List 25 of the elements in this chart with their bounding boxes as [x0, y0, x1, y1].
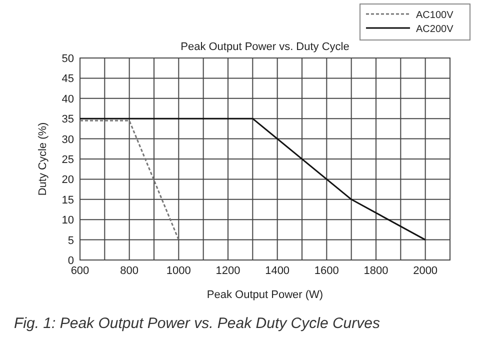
y-tick-label: 0	[68, 255, 74, 267]
chart-title: Peak Output Power vs. Duty Cycle	[180, 41, 350, 53]
y-tick-label: 50	[62, 53, 74, 65]
legend-label: AC100V	[416, 10, 454, 21]
caption: Fig. 1: Peak Output Power vs. Peak Duty Cycle Curves	[14, 315, 380, 332]
y-tick-label: 30	[62, 134, 74, 146]
legend-label: AC200V	[416, 24, 454, 35]
x-tick-label: 2000	[413, 265, 438, 277]
y-tick-label: 25	[62, 154, 74, 166]
y-tick-label: 5	[68, 234, 74, 247]
y-tick-label: 45	[62, 73, 74, 86]
y-tick-label: 40	[62, 93, 74, 106]
x-tick-label: 1800	[364, 265, 388, 277]
y-tick-label: 20	[62, 174, 74, 186]
x-tick-label: 1400	[265, 265, 290, 277]
y-tick-label: 35	[62, 114, 74, 126]
x-tick-label: 1600	[314, 265, 339, 277]
x-tick-label: 600	[70, 265, 90, 277]
x-tick-label: 800	[120, 265, 139, 277]
x-axis-title: Peak Output Power (W)	[206, 289, 324, 301]
y-tick-label: 10	[62, 214, 74, 227]
x-tick-label: 1000	[166, 265, 191, 277]
y-axis-title: Duty Cycle (%)	[37, 122, 49, 196]
y-tick-label: 15	[62, 194, 74, 206]
x-tick-label: 1200	[216, 265, 240, 277]
